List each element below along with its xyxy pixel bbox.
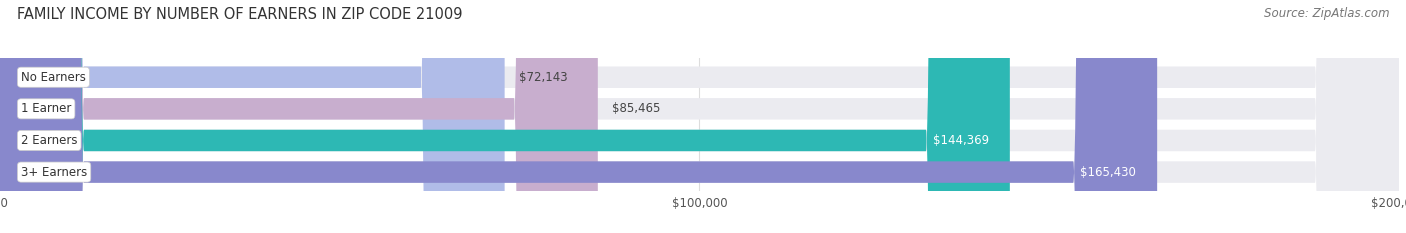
Text: 1 Earner: 1 Earner — [21, 102, 72, 115]
Text: FAMILY INCOME BY NUMBER OF EARNERS IN ZIP CODE 21009: FAMILY INCOME BY NUMBER OF EARNERS IN ZI… — [17, 7, 463, 22]
Text: $165,430: $165,430 — [1080, 166, 1136, 178]
Text: No Earners: No Earners — [21, 71, 86, 84]
Text: $72,143: $72,143 — [519, 71, 567, 84]
Text: $85,465: $85,465 — [612, 102, 661, 115]
FancyBboxPatch shape — [0, 0, 1010, 233]
FancyBboxPatch shape — [0, 0, 598, 233]
FancyBboxPatch shape — [0, 0, 1157, 233]
Text: Source: ZipAtlas.com: Source: ZipAtlas.com — [1264, 7, 1389, 20]
FancyBboxPatch shape — [0, 0, 505, 233]
Text: 2 Earners: 2 Earners — [21, 134, 77, 147]
Text: 3+ Earners: 3+ Earners — [21, 166, 87, 178]
Text: $144,369: $144,369 — [932, 134, 988, 147]
